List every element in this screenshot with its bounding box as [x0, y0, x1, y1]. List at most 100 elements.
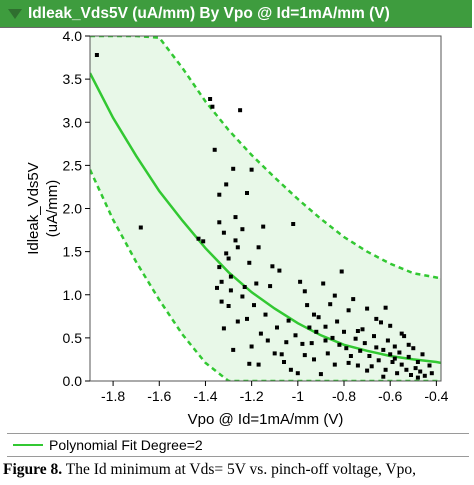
data-point — [365, 368, 370, 373]
y-tick-label: 1.5 — [63, 244, 83, 260]
data-point — [217, 220, 222, 225]
data-point — [413, 366, 418, 371]
x-axis-label: Vpo @ Id=1mA/mm (V) — [188, 411, 344, 428]
data-point — [219, 279, 224, 284]
data-point — [346, 360, 351, 365]
fit-line — [90, 72, 441, 365]
data-point — [429, 371, 434, 376]
caption-prefix: Figure 8. — [3, 461, 63, 478]
data-point — [381, 374, 386, 379]
y-tick-label: 3.5 — [63, 71, 83, 87]
data-point — [420, 352, 425, 357]
y-axis-label-line: Idleak_Vds5V — [25, 162, 42, 255]
data-point — [358, 348, 363, 353]
data-point — [277, 268, 282, 273]
data-point — [385, 338, 390, 343]
data-point — [388, 323, 393, 328]
data-point — [335, 319, 340, 324]
legend-swatch — [13, 444, 43, 446]
data-point — [372, 334, 376, 339]
data-point — [415, 375, 420, 380]
data-point — [355, 329, 360, 333]
data-point — [298, 279, 303, 284]
data-point — [235, 319, 240, 324]
y-axis-label: Idleak_Vds5V (uA/mm) — [25, 162, 61, 255]
data-point — [245, 316, 249, 321]
y-tick-label: 2.0 — [63, 201, 83, 217]
data-point — [219, 299, 224, 304]
data-point — [196, 236, 201, 241]
data-point — [221, 326, 226, 331]
data-point — [360, 327, 365, 332]
x-tick-label: -0.8 — [332, 388, 356, 404]
data-point — [138, 225, 143, 230]
data-point — [332, 362, 337, 367]
data-point — [249, 167, 254, 172]
data-point — [381, 347, 386, 352]
data-point — [302, 289, 307, 294]
chart-title: Idleak_Vds5V (uA/mm) By Vpo @ Id=1mA/mm … — [28, 4, 390, 22]
data-point — [305, 303, 310, 308]
data-point — [233, 238, 238, 243]
data-point — [374, 316, 379, 321]
y-tick-label: 1.0 — [63, 287, 83, 303]
data-point — [314, 329, 319, 334]
data-point — [242, 285, 247, 289]
data-point — [422, 373, 427, 378]
data-point — [238, 108, 243, 113]
data-point — [235, 245, 240, 250]
x-tick-label: -1.4 — [193, 388, 217, 404]
data-point — [399, 331, 404, 336]
data-point — [316, 315, 321, 320]
data-point — [339, 269, 344, 274]
data-point — [272, 351, 277, 356]
data-point — [228, 288, 233, 293]
data-point — [275, 325, 279, 330]
data-point — [215, 285, 219, 290]
data-point — [321, 281, 326, 286]
data-point — [374, 345, 379, 350]
data-point — [369, 364, 374, 369]
data-point — [300, 341, 305, 346]
data-point — [265, 338, 270, 343]
y-tick-label: 0.5 — [63, 330, 83, 346]
figure-caption: Figure 8. The Id minimum at Vds= 5V vs. … — [3, 461, 416, 479]
data-point — [392, 356, 397, 361]
data-point — [397, 350, 402, 355]
x-tick-label: -1.6 — [147, 388, 171, 404]
x-tick-label: -0.4 — [424, 388, 448, 404]
data-point — [418, 369, 423, 374]
collapse-triangle-icon[interactable] — [8, 8, 22, 19]
data-point — [383, 305, 388, 310]
data-point — [395, 371, 400, 376]
data-point — [293, 333, 298, 338]
chart: -1.8 -1.6 -1.4 -1.2 -1 -0.8 -0.6 -0.4 0.0 0.5 1.0 1… — [25, 28, 449, 428]
x-tick-label: -0.6 — [378, 388, 402, 404]
data-point — [252, 303, 256, 308]
data-point — [312, 357, 316, 362]
data-point — [325, 351, 330, 356]
data-point — [302, 353, 307, 358]
data-point — [282, 360, 286, 364]
data-point — [355, 363, 360, 368]
data-point — [328, 302, 333, 307]
data-point — [247, 260, 252, 265]
data-point — [208, 97, 213, 101]
data-point — [362, 341, 367, 346]
data-point — [284, 340, 289, 345]
data-point — [346, 308, 351, 313]
data-point — [402, 334, 407, 339]
data-point — [247, 361, 252, 366]
data-point — [279, 352, 284, 357]
data-point — [226, 304, 231, 308]
confidence-band — [90, 36, 441, 381]
data-point — [286, 318, 291, 323]
data-point — [263, 312, 268, 317]
chart-header: Idleak_Vds5V (uA/mm) By Vpo @ Id=1mA/mm … — [0, 0, 472, 28]
data-point — [268, 284, 273, 289]
y-tick-label: 3.0 — [63, 114, 83, 130]
data-point — [365, 306, 370, 311]
data-point — [411, 346, 416, 351]
data-point — [261, 224, 266, 229]
data-point — [256, 362, 261, 367]
